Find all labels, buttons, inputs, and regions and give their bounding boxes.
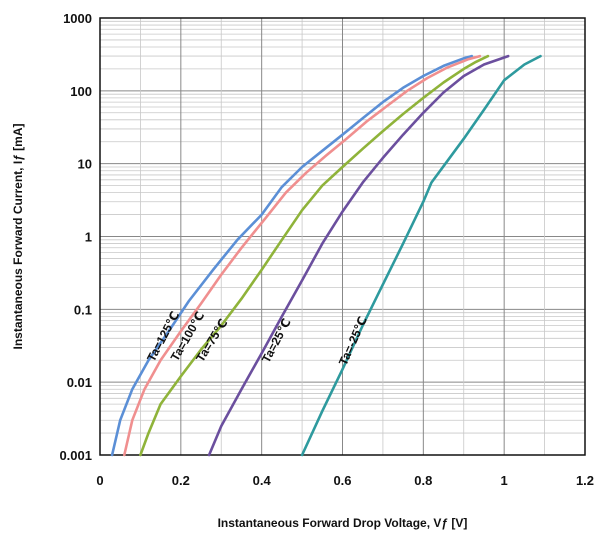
x-tick-label: 0.2 — [172, 473, 190, 488]
series-label-4: Ta=-25℃ — [336, 314, 370, 367]
y-tick-label: 0.01 — [67, 375, 92, 390]
x-tick-label: 0.4 — [253, 473, 272, 488]
series-lines — [110, 54, 542, 457]
y-tick-label: 1 — [85, 230, 92, 245]
plot-frame — [99, 17, 586, 456]
series-line-4 — [300, 54, 542, 457]
x-axis-label: Instantaneous Forward Drop Voltage, Vƒ [… — [218, 516, 468, 530]
series-line-3 — [207, 54, 510, 457]
series-line-2 — [139, 54, 490, 457]
x-tick-label: 0.8 — [414, 473, 432, 488]
x-tick-label: 1.2 — [576, 473, 594, 488]
series-label-3: Ta=25℃ — [259, 316, 294, 365]
plot-grid — [99, 18, 586, 456]
x-tick-label: 0.6 — [333, 473, 351, 488]
y-tick-label: 100 — [70, 84, 92, 99]
y-tick-label: 10 — [78, 157, 92, 172]
y-tick-labels: 0.001 0.01 0.1 1 10 100 1000 — [59, 11, 92, 463]
y-tick-label: 0.1 — [74, 302, 92, 317]
y-tick-label: 0.001 — [59, 448, 92, 463]
series-line-1 — [123, 54, 482, 457]
x-tick-label: 1 — [501, 473, 508, 488]
series-line-0 — [110, 54, 474, 457]
x-tick-label: 0 — [96, 473, 103, 488]
x-tick-labels: 0 0.2 0.4 0.6 0.8 1 1.2 — [96, 473, 594, 488]
y-axis-label: Instantaneous Forward Current, Iƒ [mA] — [11, 123, 25, 349]
y-tick-label: 1000 — [63, 11, 92, 26]
